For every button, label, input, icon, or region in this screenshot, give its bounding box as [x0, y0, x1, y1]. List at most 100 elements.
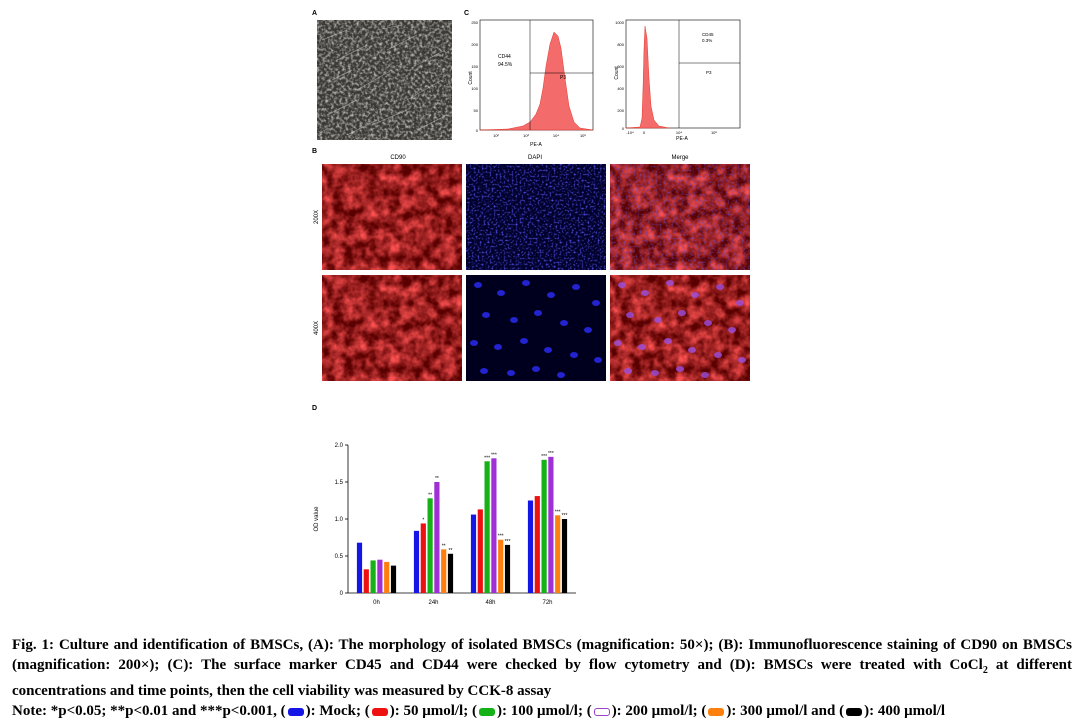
- flow-cd45-xlabel: PE-A: [676, 136, 688, 142]
- bar-72h-s4: [555, 515, 561, 593]
- svg-text:0: 0: [476, 128, 479, 133]
- bar-24h-s5: [447, 553, 454, 593]
- figure-caption: Fig. 1: Culture and identification of BM…: [12, 635, 1072, 721]
- y-tick-label: 1.5: [335, 480, 344, 486]
- x-tick-label: 72h: [542, 600, 552, 606]
- caption-main: Fig. 1: Culture and identification of BM…: [12, 637, 1072, 699]
- sig-label: *: [422, 517, 424, 523]
- legend-swatch-200: [593, 707, 610, 716]
- legend-swatch-50: [371, 707, 388, 716]
- bar-48h-s3: [491, 458, 497, 593]
- bar-0h-s2: [370, 560, 376, 593]
- if-cd90-200x: [322, 164, 462, 270]
- panel-label-b: B: [312, 148, 318, 155]
- if-col-cd90: CD90: [390, 155, 406, 161]
- sig-label: **: [428, 492, 432, 498]
- sig-label: **: [435, 476, 439, 482]
- y-tick-label: 0: [340, 591, 344, 597]
- bar-72h-s0: [527, 500, 534, 593]
- svg-text:1000: 1000: [615, 20, 625, 25]
- sig-label: ***: [555, 509, 561, 515]
- svg-text:100: 100: [471, 86, 478, 91]
- bar-72h-s2: [541, 459, 547, 593]
- svg-text:800: 800: [617, 42, 624, 47]
- bar-48h-s0: [470, 514, 477, 593]
- y-tick-label: 2.0: [335, 443, 344, 449]
- bar-24h-s0: [413, 530, 420, 593]
- bar-0h-s1: [363, 569, 369, 593]
- flow-cd44-gate-pct: 94.5%: [498, 62, 513, 68]
- sig-label: ***: [541, 454, 547, 460]
- bar-24h-s3: [434, 482, 440, 593]
- svg-text:10⁵: 10⁵: [711, 130, 717, 135]
- svg-text:600: 600: [617, 64, 624, 69]
- legend-swatch-400: [846, 707, 863, 716]
- bar-48h-s4: [498, 539, 504, 593]
- bar-24h-s1: [420, 523, 426, 593]
- x-tick-label: 48h: [485, 600, 495, 606]
- bar-24h-s4: [441, 549, 447, 593]
- bar-48h-s1: [477, 509, 483, 593]
- panel-label-c: C: [464, 10, 470, 17]
- svg-text:10⁵: 10⁵: [580, 133, 586, 138]
- if-col-merge: Merge: [671, 155, 689, 161]
- bar-0h-s3: [377, 559, 383, 593]
- legend-swatch-mock: [287, 707, 304, 716]
- flow-cd44-ylabel: Count: [468, 71, 474, 85]
- flow-cd45-gate-pct: 0.3%: [702, 38, 712, 43]
- sig-label: ***: [548, 451, 554, 457]
- svg-text:10⁴: 10⁴: [676, 130, 682, 135]
- svg-text:0: 0: [622, 126, 625, 131]
- flow-histogram-cd44: Count CD44 94.5% P3 250 200 150 100 50 0…: [468, 18, 598, 153]
- x-tick-label: 0h: [373, 600, 380, 606]
- flow-cd45-gate-label: CD45: [702, 32, 714, 37]
- svg-text:200: 200: [471, 42, 478, 47]
- if-merge-400x: [610, 275, 750, 381]
- if-dapi-400x: [466, 275, 606, 381]
- sig-label: ***: [562, 513, 568, 519]
- x-tick-label: 24h: [428, 600, 438, 606]
- flow-cd45-gate-name: P3: [706, 70, 712, 75]
- svg-text:10⁴: 10⁴: [553, 133, 559, 138]
- panel-label-d: D: [312, 405, 318, 412]
- if-dapi-200x: [466, 164, 606, 270]
- sig-label: ***: [484, 455, 490, 461]
- legend-swatch-300: [708, 707, 725, 716]
- if-cd90-400x: [322, 275, 462, 381]
- caption-note: Note: *p<0.05; **p<0.01 and ***p<0.001, …: [12, 703, 946, 719]
- morphology-micrograph: [317, 20, 452, 140]
- bar-72h-s5: [561, 519, 568, 593]
- svg-text:250: 250: [471, 20, 478, 25]
- flow-histogram-cd45: Count CD45 0.3% P3 1000 800 600 400 200 …: [614, 18, 744, 142]
- panel-label-a: A: [312, 10, 318, 17]
- svg-text:200: 200: [617, 108, 624, 113]
- bar-48h-s2: [484, 461, 490, 593]
- bar-0h-s5: [390, 565, 397, 593]
- sig-label: ***: [491, 452, 497, 458]
- if-row-200x: 200X: [314, 210, 320, 225]
- if-merge-200x: [610, 164, 750, 270]
- svg-text:150: 150: [471, 64, 478, 69]
- bar-24h-s2: [427, 498, 433, 593]
- bar-0h-s0: [356, 542, 363, 593]
- svg-text:0: 0: [643, 130, 646, 135]
- bar-72h-s1: [534, 496, 540, 593]
- svg-text:10²: 10²: [493, 133, 499, 138]
- y-tick-label: 0.5: [335, 554, 344, 560]
- flow-cd45-ylabel: Count: [614, 66, 620, 80]
- bar-48h-s5: [504, 544, 511, 593]
- flow-cd44-gate-label: CD44: [498, 54, 511, 60]
- legend-swatch-100: [478, 707, 495, 716]
- bar-72h-s3: [548, 456, 554, 593]
- y-tick-label: 1.0: [335, 517, 344, 523]
- sig-label: **: [449, 548, 453, 554]
- svg-text:10³: 10³: [523, 133, 529, 138]
- sig-label: ***: [498, 534, 504, 540]
- bar-0h-s4: [384, 561, 390, 593]
- if-row-400x: 400X: [314, 321, 320, 336]
- svg-text:-10⁴: -10⁴: [626, 130, 634, 135]
- sig-label: ***: [505, 539, 511, 545]
- od-bar-chart: 0 0.5 1.0 1.5 2.0 OD value 0h * ** ** ** ** 24h *** *…: [306, 435, 586, 615]
- svg-text:50: 50: [474, 108, 479, 113]
- flow-cd44-gate-name: P3: [560, 75, 566, 81]
